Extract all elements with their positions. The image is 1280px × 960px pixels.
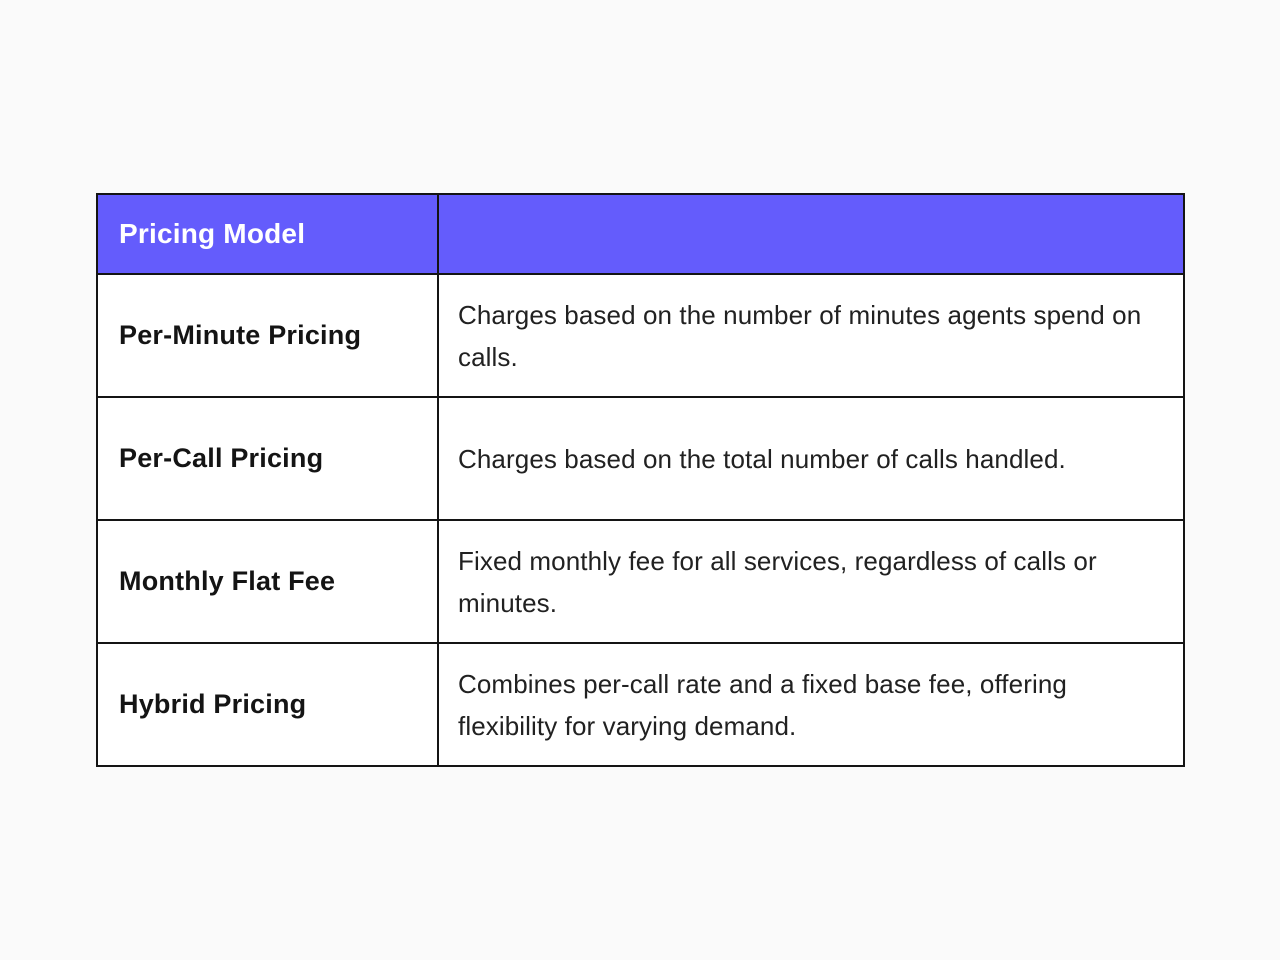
model-cell-per-call-pricing: Per-Call Pricing [96,396,439,521]
table-row: Monthly Flat Fee Fixed monthly fee for a… [96,519,1185,644]
description-cell-monthly-flat-fee: Fixed monthly fee for all services, rega… [437,519,1185,644]
table-row: Per-Minute Pricing Charges based on the … [96,273,1185,398]
table-row: Hybrid Pricing Combines per-call rate an… [96,642,1185,767]
model-cell-monthly-flat-fee: Monthly Flat Fee [96,519,439,644]
description-cell-hybrid-pricing: Combines per-call rate and a fixed base … [437,642,1185,767]
header-cell-pricing-model: Pricing Model [96,193,439,275]
pricing-table: Pricing Model Per-Minute Pricing Charges… [96,193,1185,767]
description-cell-per-call-pricing: Charges based on the total number of cal… [437,396,1185,521]
model-cell-per-minute-pricing: Per-Minute Pricing [96,273,439,398]
model-cell-hybrid-pricing: Hybrid Pricing [96,642,439,767]
description-cell-per-minute-pricing: Charges based on the number of minutes a… [437,273,1185,398]
header-cell-empty [437,193,1185,275]
table-row: Per-Call Pricing Charges based on the to… [96,396,1185,521]
table-header-row: Pricing Model [96,193,1185,275]
